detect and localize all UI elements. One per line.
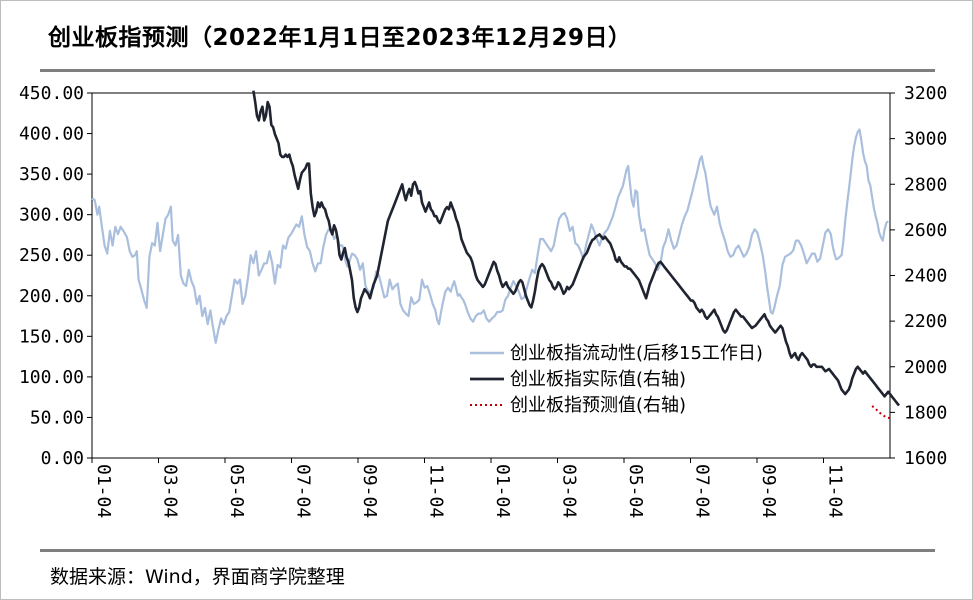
right-axis-tick-label: 2400 [904,266,947,287]
right-axis-tick-label: 2800 [904,174,947,195]
right-axis-tick-label: 3200 [904,83,947,104]
right-axis-tick-label: 1800 [904,402,947,423]
x-axis-tick-label: 03-04 [160,464,181,518]
x-axis-tick-label: 01-04 [93,464,114,518]
left-axis-tick-label: 0.00 [41,448,84,469]
x-axis-tick-label: 09-04 [758,464,779,518]
x-axis-tick-label: 05-04 [625,464,646,518]
x-axis-tick-label: 01-04 [492,464,513,518]
left-axis-tick-label: 400.00 [19,124,84,145]
x-axis-tick-label: 11-04 [426,464,447,518]
left-axis-tick-label: 450.00 [19,83,84,104]
legend-label: 创业板指实际值(右轴) [510,369,686,390]
series-line-forecast [871,405,891,420]
legend-label: 创业板指预测值(右轴) [510,395,686,416]
legend: 创业板指流动性(后移15工作日) 创业板指实际值(右轴) 创业板指预测值(右轴) [470,343,763,416]
right-axis-tick-label: 1600 [904,448,947,469]
left-axis-tick-label: 50.00 [30,407,84,428]
left-axis-tick-label: 300.00 [19,205,84,226]
right-axis-tick-label: 3000 [904,129,947,150]
left-axis-tick-label: 250.00 [19,245,84,266]
x-axis-tick-label: 11-04 [825,464,846,518]
series-layer [91,90,901,420]
x-axis-tick-label: 05-04 [226,464,247,518]
bottom-rule [40,549,935,552]
plot-area-border [91,92,891,459]
right-axis-tick-label: 2200 [904,311,947,332]
x-axis-tick-label: 07-04 [293,464,314,518]
series-line-liquidity [91,128,889,344]
x-axis-tick-label: 07-04 [692,464,713,518]
legend-label: 创业板指流动性(后移15工作日) [510,343,763,364]
axes-layer: 450.00 400.00 350.00 300.00 250.00 200.00 150.… [19,83,947,518]
top-rule [40,69,935,72]
left-axis-tick-label: 200.00 [19,286,84,307]
x-axis-tick-label: 03-04 [559,464,580,518]
x-axis-tick-label: 09-04 [359,464,380,518]
left-axis-tick-label: 100.00 [19,367,84,388]
left-axis-tick-label: 350.00 [19,164,84,185]
right-axis-tick-label: 2000 [904,357,947,378]
source-note: 数据来源：Wind，界面商学院整理 [50,566,345,588]
left-axis-tick-label: 150.00 [19,326,84,347]
right-axis-tick-label: 2600 [904,220,947,241]
chart-title: 创业板指预测（2022年1月1日至2023年12月29日） [48,25,632,51]
series-line-actual [252,90,901,407]
